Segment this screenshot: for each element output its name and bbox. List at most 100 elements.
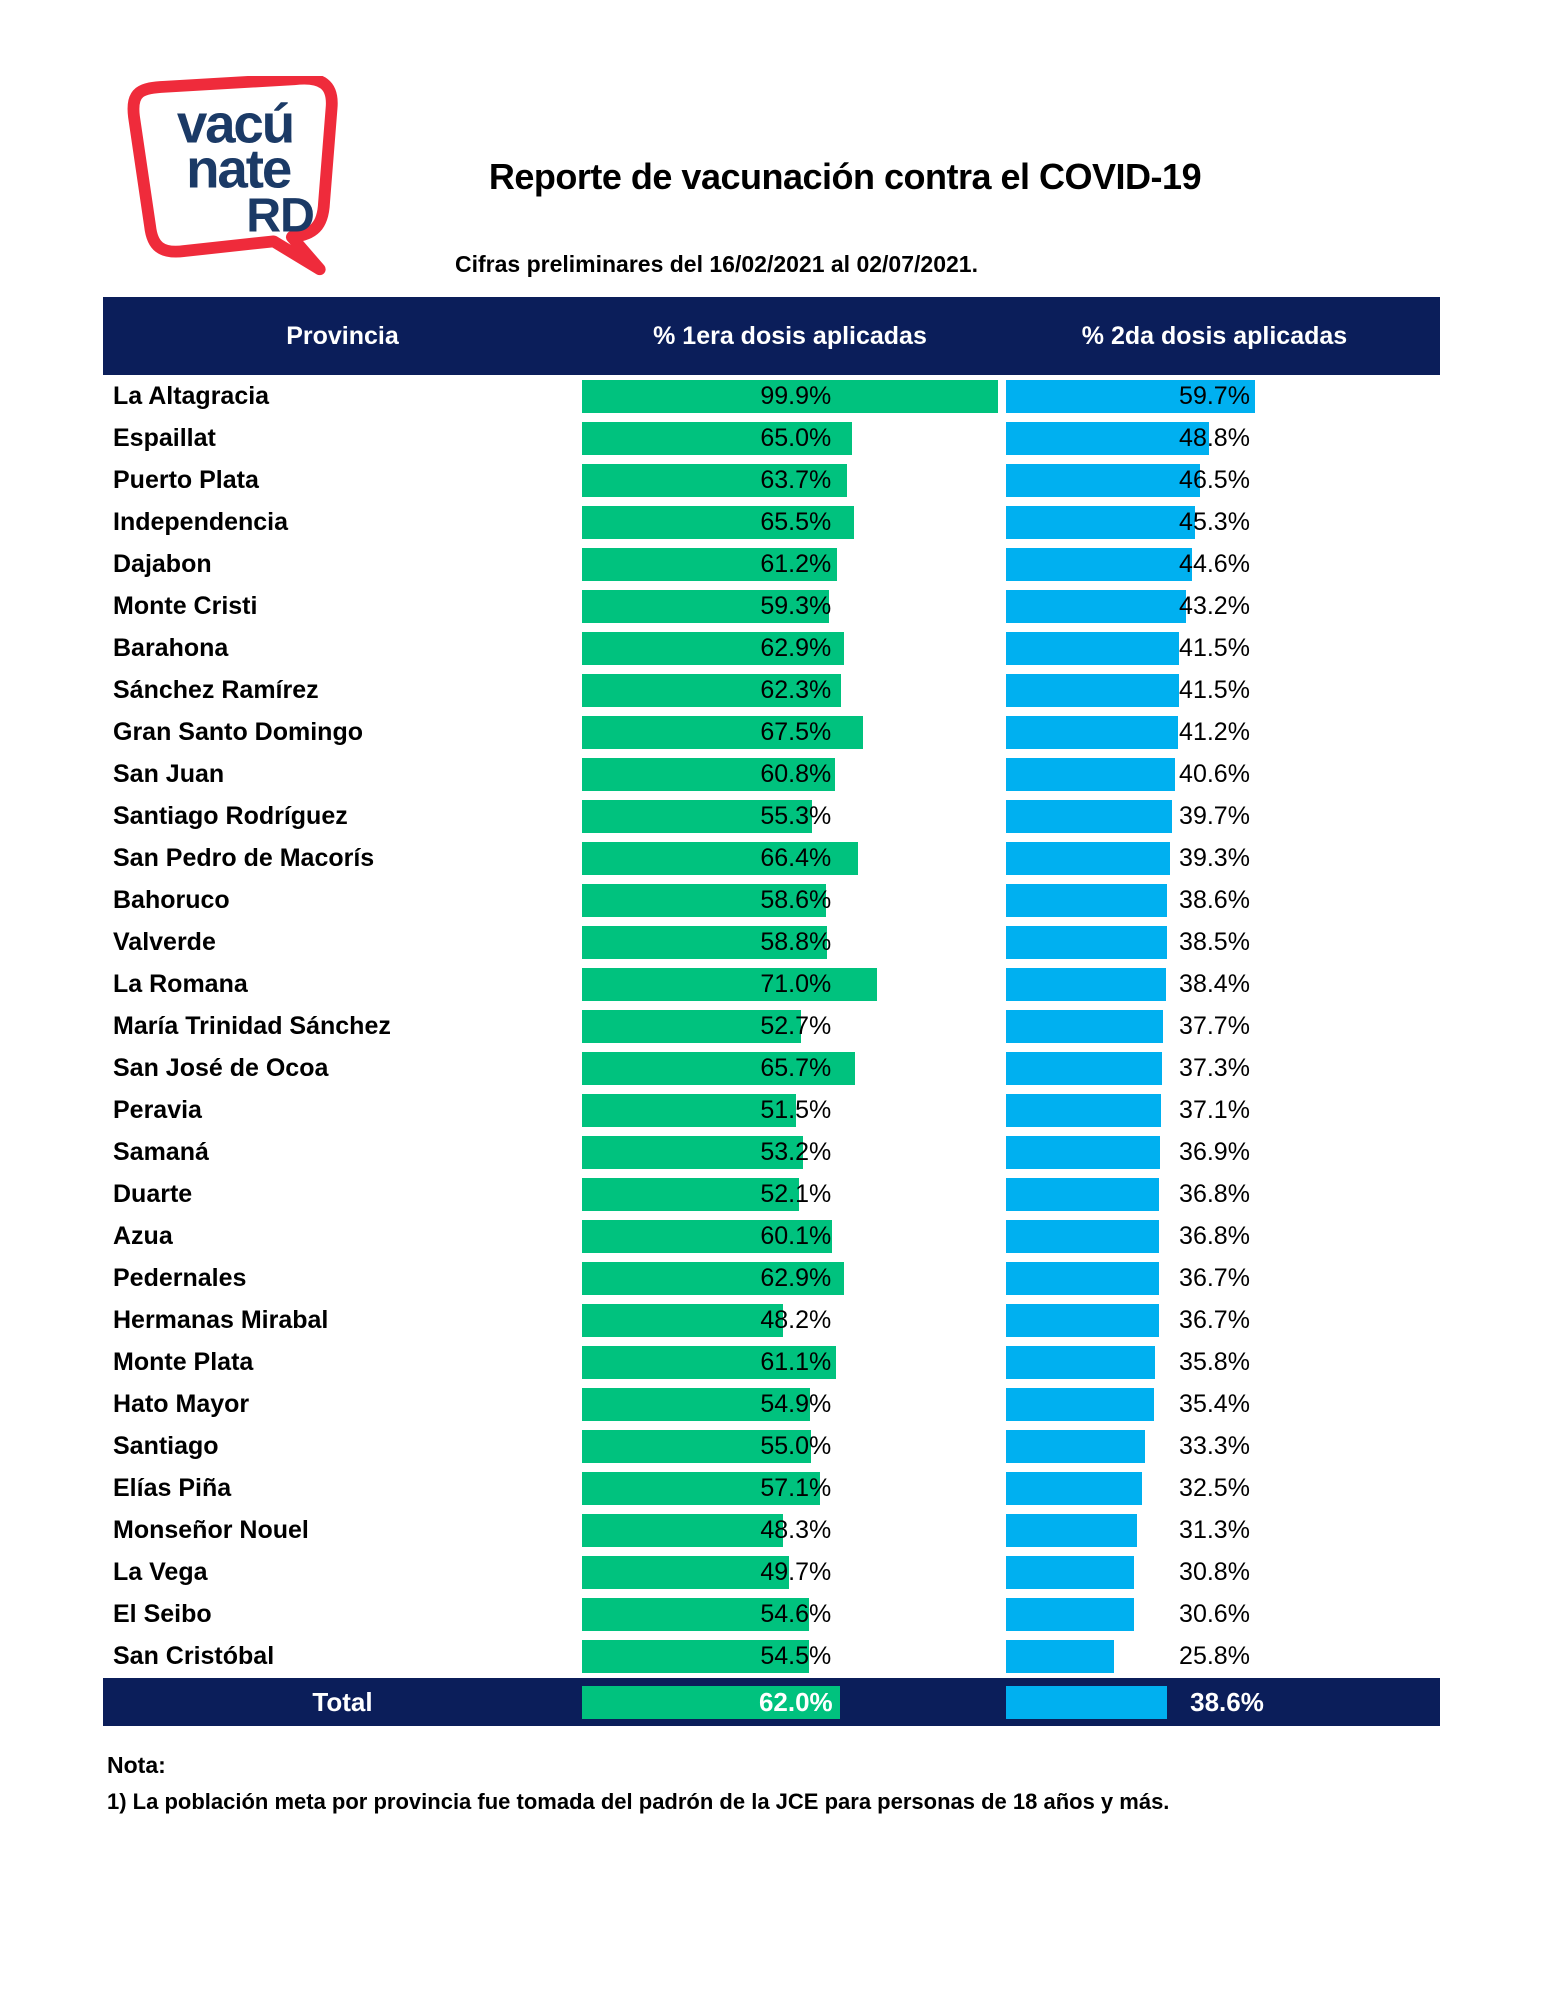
- dose2-bar: [1006, 757, 1176, 791]
- dose1-bar: [582, 505, 855, 539]
- dose2-value: 33.3%: [1179, 1431, 1250, 1460]
- dose1-value: 48.3%: [760, 1515, 832, 1544]
- dose1-bar: [582, 1513, 783, 1547]
- dose1-value: 99.9%: [760, 381, 832, 410]
- dose1-cell: 53.2%: [582, 1135, 998, 1169]
- dose1-value: 52.1%: [760, 1179, 832, 1208]
- dose2-value: 39.7%: [1179, 801, 1250, 830]
- dose2-cell: 37.3%: [1006, 1051, 1423, 1085]
- table-row: María Trinidad Sánchez 52.7% 37.7%: [103, 1005, 1440, 1047]
- dose1-value: 60.1%: [760, 1221, 832, 1250]
- province-label: San Pedro de Macorís: [113, 843, 375, 872]
- province-label: Elías Piña: [113, 1473, 232, 1502]
- dose2-value: 36.8%: [1179, 1221, 1250, 1250]
- table-row: San Pedro de Macorís 66.4% 39.3%: [103, 837, 1440, 879]
- dose1-bar: [582, 1387, 811, 1421]
- dose1-bar: [582, 547, 837, 581]
- dose1-value: 65.0%: [760, 423, 832, 452]
- dose2-bar: [1006, 1051, 1162, 1085]
- note-heading: Nota:: [107, 1752, 166, 1778]
- dose2-bar: [1006, 1303, 1160, 1337]
- dose1-bar: [582, 379, 998, 413]
- dose1-value: 63.7%: [760, 465, 832, 494]
- dose2-bar: [1006, 1345, 1156, 1379]
- dose1-bar: [582, 1261, 844, 1295]
- dose1-value: 57.1%: [760, 1473, 832, 1502]
- dose2-value: 46.5%: [1179, 465, 1250, 494]
- province-label: Independencia: [113, 507, 289, 536]
- dose2-cell: 30.8%: [1006, 1555, 1423, 1589]
- dose2-bar: [1006, 673, 1180, 707]
- dose1-value: 65.5%: [760, 507, 832, 536]
- dose2-cell: 41.5%: [1006, 673, 1423, 707]
- dose2-bar: [1006, 589, 1187, 623]
- dose2-cell: 36.7%: [1006, 1261, 1423, 1295]
- dose1-cell: 52.7%: [582, 1009, 998, 1043]
- province-label: Monseñor Nouel: [113, 1515, 309, 1544]
- dose1-value: 67.5%: [760, 717, 832, 746]
- dose1-bar: [582, 1093, 797, 1127]
- province-label: Pedernales: [113, 1263, 247, 1292]
- dose1-value: 55.3%: [760, 801, 832, 830]
- vacunate-rd-logo: vacú nate RD: [127, 76, 338, 276]
- table-row: Santiago Rodríguez 55.3% 39.7%: [103, 795, 1440, 837]
- table-row: Espaillat 65.0% 48.8%: [103, 417, 1440, 459]
- province-label: La Altagracia: [113, 381, 270, 410]
- dose1-cell: 52.1%: [582, 1177, 998, 1211]
- dose1-value: 61.2%: [760, 549, 832, 578]
- dose1-bar: [582, 1303, 783, 1337]
- col-header-dose2: % 2da dosis aplicadas: [1081, 321, 1348, 350]
- dose1-value: 54.9%: [760, 1389, 832, 1418]
- table-row: Bahoruco 58.6% 38.6%: [103, 879, 1440, 921]
- logo-text-nate: nate: [186, 138, 291, 200]
- dose2-bar: [1006, 841, 1170, 875]
- dose1-cell: 55.3%: [582, 799, 998, 833]
- dose2-value: 25.8%: [1179, 1641, 1250, 1670]
- dose2-value: 36.9%: [1179, 1137, 1250, 1166]
- table-row: La Romana 71.0% 38.4%: [103, 963, 1440, 1005]
- dose1-value: 66.4%: [760, 843, 832, 872]
- total-dose2-cell: 38.6%: [1006, 1685, 1423, 1719]
- dose2-cell: 36.8%: [1006, 1177, 1423, 1211]
- dose1-bar: [582, 715, 863, 749]
- dose1-value: 49.7%: [760, 1557, 832, 1586]
- table-row: Puerto Plata 63.7% 46.5%: [103, 459, 1440, 501]
- dose1-cell: 54.9%: [582, 1387, 998, 1421]
- dose1-bar: [582, 1219, 833, 1253]
- dose2-bar: [1006, 1597, 1134, 1631]
- table-row: El Seibo 54.6% 30.6%: [103, 1593, 1440, 1635]
- dose2-value: 41.5%: [1179, 633, 1250, 662]
- dose2-cell: 35.8%: [1006, 1345, 1423, 1379]
- dose2-bar: [1006, 1261, 1160, 1295]
- dose1-value: 65.7%: [760, 1053, 832, 1082]
- dose2-cell: 46.5%: [1006, 463, 1423, 497]
- dose2-cell: 38.5%: [1006, 925, 1423, 959]
- dose2-cell: 40.6%: [1006, 757, 1423, 791]
- dose1-bar: [582, 1177, 799, 1211]
- dose1-value: 54.6%: [760, 1599, 832, 1628]
- dose2-value: 44.6%: [1179, 549, 1250, 578]
- dose2-value: 35.4%: [1179, 1389, 1250, 1418]
- province-label: Barahona: [113, 633, 229, 662]
- dose2-cell: 41.5%: [1006, 631, 1423, 665]
- province-label: Hato Mayor: [113, 1389, 250, 1418]
- dose1-cell: 51.5%: [582, 1093, 998, 1127]
- dose2-value: 37.7%: [1179, 1011, 1250, 1040]
- dose1-value: 53.2%: [760, 1137, 832, 1166]
- dose2-bar: [1006, 715, 1178, 749]
- dose1-cell: 54.6%: [582, 1597, 998, 1631]
- dose2-bar: [1006, 505, 1195, 539]
- province-label: Santiago Rodríguez: [113, 801, 348, 830]
- dose2-cell: 37.1%: [1006, 1093, 1423, 1127]
- dose1-bar: [582, 841, 859, 875]
- dose1-cell: 60.8%: [582, 757, 998, 791]
- dose1-cell: 63.7%: [582, 463, 998, 497]
- dose2-bar: [1006, 379, 1255, 413]
- table-row: La Altagracia 99.9% 59.7%: [103, 375, 1440, 417]
- dose2-cell: 44.6%: [1006, 547, 1423, 581]
- dose1-cell: 48.2%: [582, 1303, 998, 1337]
- dose1-value: 62.9%: [760, 633, 832, 662]
- dose2-bar: [1006, 1429, 1145, 1463]
- table-row: Peravia 51.5% 37.1%: [103, 1089, 1440, 1131]
